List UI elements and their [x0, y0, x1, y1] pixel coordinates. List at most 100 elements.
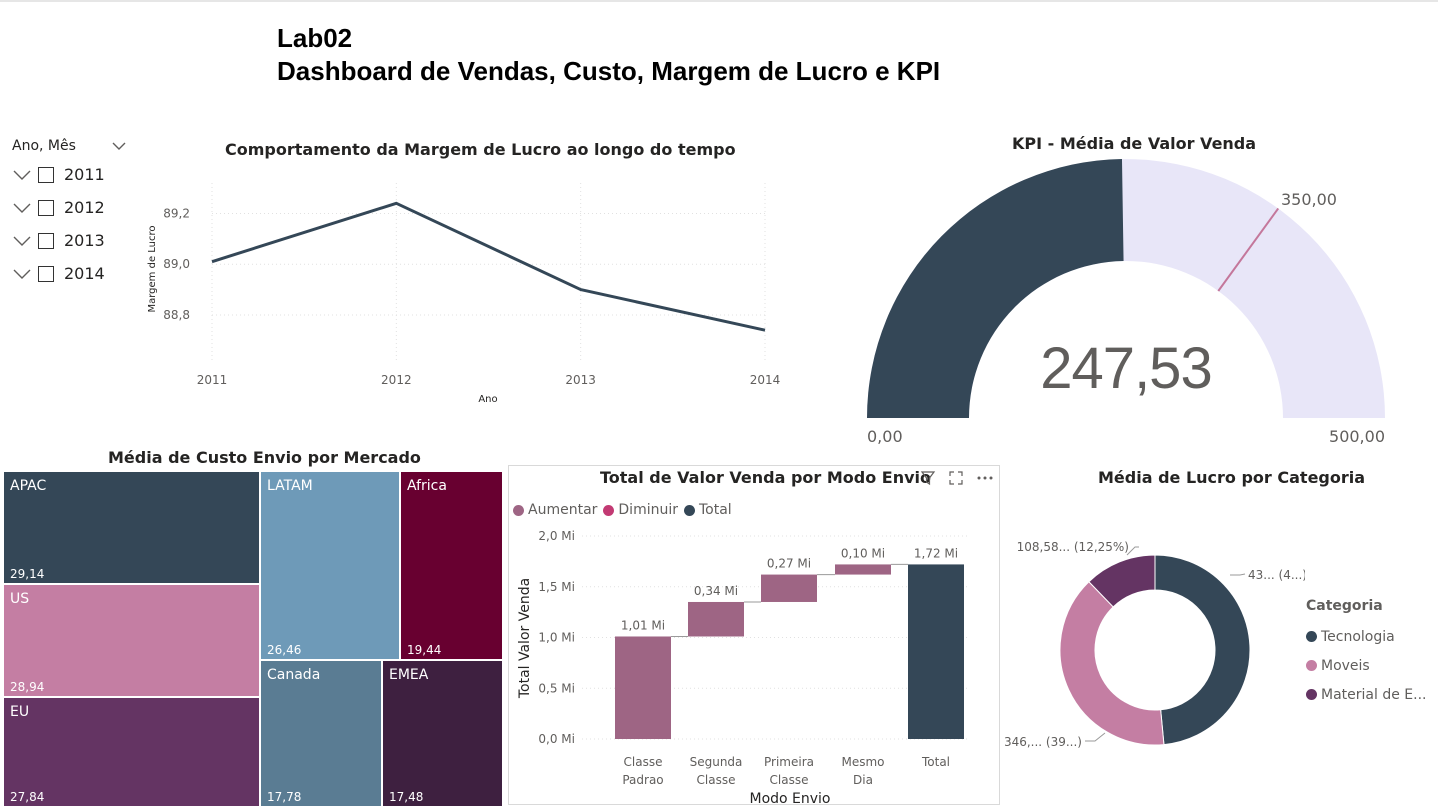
data-label: 0,10 Mi [841, 546, 885, 560]
x-tick-label: Primeira [764, 755, 814, 769]
filter-icon[interactable] [920, 470, 936, 486]
y-axis-title: Total Valor Venda [517, 578, 533, 699]
treemap-cell-value: 26,46 [267, 643, 302, 657]
profit-donut-chart: 43... (4...) 346,... (39...) 108,58... (12… [1005, 540, 1305, 749]
waterfall-title: Total de Valor Venda por Modo Envio [600, 468, 932, 487]
treemap-cell-value: 17,48 [389, 790, 424, 804]
legend-item-aumentar[interactable]: Aumentar [513, 502, 597, 518]
treemap-cell-us[interactable]: US 28,94 [3, 584, 260, 697]
line-chart-title: Comportamento da Margem de Lucro ao long… [225, 140, 736, 159]
x-tick-label: Mesmo [841, 755, 884, 769]
legend-item-total[interactable]: Total [684, 502, 732, 518]
slice-label: 43... (4...) [1248, 568, 1305, 582]
slice-label: 108,58... (12,25%) [1017, 540, 1129, 554]
chevron-down-icon[interactable] [12, 200, 32, 216]
treemap-cell-eu[interactable]: EU 27,84 [3, 697, 260, 807]
legend-dot [684, 504, 695, 516]
slicer-item-2012[interactable]: 2012 [12, 191, 132, 224]
treemap-cell-label: EU [10, 704, 30, 720]
legend-label: Aumentar [528, 502, 598, 518]
x-tick-label: Classe [624, 755, 663, 769]
legend-label: Moveis [1321, 657, 1370, 674]
focus-mode-icon[interactable] [948, 470, 964, 486]
chevron-down-icon[interactable] [112, 141, 126, 151]
year-month-slicer: Ano, Mês 2011 2012 2013 2014 [12, 134, 132, 290]
waterfall-bar[interactable] [761, 574, 817, 602]
treemap-cell-label: LATAM [267, 478, 313, 494]
donut-legend-title: Categoria [1306, 598, 1383, 614]
x-tick-label: Padrao [622, 773, 663, 787]
legend-item-diminuir[interactable]: Diminuir [603, 502, 678, 518]
treemap-cell-value: 29,14 [10, 567, 45, 581]
legend-item-tecnologia[interactable]: Tecnologia [1306, 622, 1426, 651]
slicer-checkbox[interactable] [38, 199, 54, 216]
gauge-title: KPI - Média de Valor Venda [1012, 134, 1257, 153]
waterfall-chart: 2,0 Mi 1,5 Mi 1,0 Mi 0,5 Mi 0,0 Mi 1,01 Mi Cla… [517, 529, 970, 807]
slicer-checkbox[interactable] [38, 265, 54, 282]
waterfall-bar[interactable] [908, 564, 964, 739]
donut-slice[interactable] [1059, 581, 1165, 746]
more-options-icon[interactable] [976, 470, 994, 486]
y-tick-label: 0,0 Mi [538, 732, 575, 746]
treemap-cell-africa[interactable]: Africa 19,44 [400, 471, 503, 660]
x-tick-label: 2013 [565, 373, 596, 387]
data-label: 1,01 Mi [621, 618, 665, 632]
slicer-title: Ano, Mês [12, 138, 76, 154]
slicer-checkbox[interactable] [38, 232, 54, 249]
treemap-cell-value: 28,94 [10, 680, 45, 694]
slicer-item-2014[interactable]: 2014 [12, 257, 132, 290]
slicer-item-2013[interactable]: 2013 [12, 224, 132, 257]
legend-item-moveis[interactable]: Moveis [1306, 651, 1426, 680]
treemap-cell-label: Canada [267, 667, 321, 683]
y-tick-label: 89,2 [163, 206, 190, 220]
margin-line-chart: 89,2 89,0 88,8 2011 2012 2013 2014 Ano Margem de… [147, 183, 781, 405]
legend-dot [1306, 660, 1317, 671]
x-tick-label: Classe [697, 773, 736, 787]
chevron-down-icon[interactable] [12, 233, 32, 249]
gauge-target-marker [1217, 207, 1280, 292]
slicer-header[interactable]: Ano, Mês [12, 134, 126, 158]
waterfall-bar[interactable] [835, 564, 891, 575]
x-tick-label: Total [921, 755, 950, 769]
chevron-down-icon[interactable] [12, 167, 32, 183]
slicer-item-label: 2011 [64, 165, 105, 184]
treemap-cell-value: 19,44 [407, 643, 442, 657]
chevron-down-icon[interactable] [12, 266, 32, 282]
legend-item-material[interactable]: Material de E... [1306, 680, 1426, 709]
y-axis-title: Margem de Lucro [147, 225, 158, 312]
treemap-cell-canada[interactable]: Canada 17,78 [260, 660, 382, 807]
y-tick-label: 1,5 Mi [538, 580, 575, 594]
slicer-item-label: 2012 [64, 198, 105, 217]
x-tick-label: 2012 [381, 373, 412, 387]
shipping-cost-treemap: APAC 29,14 US 28,94 EU 27,84 LATAM 26,46 Africa 1… [3, 471, 503, 807]
top-border [0, 0, 1438, 2]
treemap-cell-label: Africa [407, 478, 447, 494]
donut-slice[interactable] [1154, 554, 1251, 746]
treemap-cell-apac[interactable]: APAC 29,14 [3, 471, 260, 584]
legend-label: Tecnologia [1321, 628, 1395, 645]
treemap-cell-label: US [10, 591, 30, 607]
visual-header-icons [920, 470, 994, 486]
waterfall-bar[interactable] [688, 601, 744, 637]
data-label: 1,72 Mi [914, 546, 958, 560]
data-label: 0,27 Mi [767, 557, 811, 571]
treemap-cell-emea[interactable]: EMEA 17,48 [382, 660, 503, 807]
waterfall-bar[interactable] [615, 636, 671, 739]
report-title-line1: Lab02 [277, 23, 353, 53]
gauge-min-label: 0,00 [867, 427, 903, 446]
margin-line-series [211, 201, 766, 332]
x-tick-label: 2014 [750, 373, 781, 387]
treemap-cell-label: EMEA [389, 667, 429, 683]
slicer-item-label: 2013 [64, 231, 105, 250]
slicer-checkbox[interactable] [38, 166, 54, 183]
x-axis-title: Ano [478, 394, 497, 405]
legend-dot [1306, 631, 1317, 642]
treemap-cell-latam[interactable]: LATAM 26,46 [260, 471, 400, 660]
slicer-items: 2011 2012 2013 2014 [12, 158, 132, 290]
data-label: 0,34 Mi [694, 584, 738, 598]
treemap-title: Média de Custo Envio por Mercado [108, 448, 421, 467]
slicer-item-2011[interactable]: 2011 [12, 158, 132, 191]
x-tick-label: 2011 [197, 373, 228, 387]
donut-slice[interactable] [1088, 554, 1156, 608]
legend-dot [603, 504, 615, 516]
